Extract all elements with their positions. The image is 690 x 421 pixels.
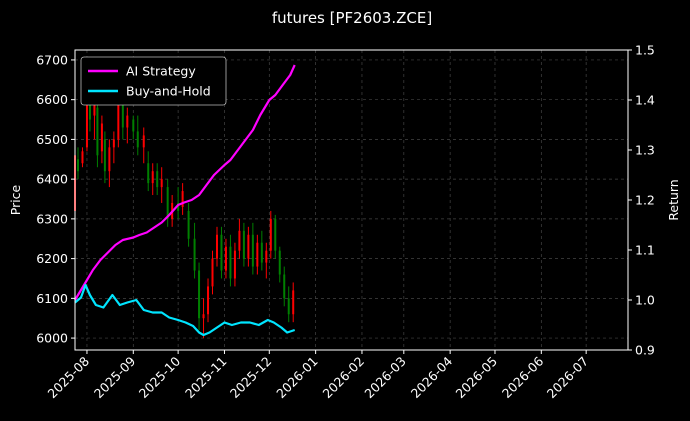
candle-body bbox=[260, 242, 263, 263]
series-line-buy-and-hold bbox=[74, 283, 296, 337]
candle-body bbox=[76, 159, 79, 172]
y-tick-label-right: 0.9 bbox=[635, 343, 655, 358]
chart-title: futures [PF2603.ZCE] bbox=[272, 9, 432, 27]
candle-body bbox=[147, 163, 150, 184]
candle-body bbox=[278, 250, 281, 275]
candle-body bbox=[207, 286, 210, 315]
candle-body bbox=[229, 246, 232, 279]
series-lines bbox=[74, 64, 296, 337]
candle-body bbox=[85, 83, 88, 148]
candle-body bbox=[202, 314, 205, 319]
candle-body bbox=[193, 238, 196, 271]
candle-body bbox=[132, 119, 135, 132]
candle-body bbox=[121, 99, 124, 128]
y-tick-label-left: 6300 bbox=[36, 211, 68, 226]
y-tick-label-left: 6400 bbox=[36, 172, 68, 187]
candle-body bbox=[151, 171, 154, 184]
series-line-ai-strategy bbox=[74, 64, 296, 301]
candle-body bbox=[108, 147, 111, 172]
candle-body bbox=[126, 115, 129, 128]
candle-body bbox=[96, 107, 99, 156]
candle-body bbox=[112, 139, 115, 148]
candle-body bbox=[247, 234, 250, 259]
candle-body bbox=[242, 230, 245, 259]
y-tick-label-right: 1.5 bbox=[635, 43, 655, 58]
candle-body bbox=[136, 131, 139, 148]
y-tick-label-right: 1.4 bbox=[635, 93, 655, 108]
y-tick-label-left: 6000 bbox=[36, 331, 68, 346]
candle-body bbox=[220, 234, 223, 271]
candle-body bbox=[198, 270, 201, 319]
candle-body bbox=[81, 151, 84, 164]
legend-box bbox=[80, 56, 227, 106]
y-axis-title-right: Return bbox=[666, 179, 681, 220]
candle-body bbox=[292, 290, 295, 315]
legend: AI Strategy Buy-and-Hold bbox=[80, 56, 227, 106]
candle-body bbox=[93, 99, 96, 116]
candle-body bbox=[156, 171, 159, 188]
y-axis-right: 0.9 1.0 1.1 1.2 1.3 1.4 1.5 bbox=[628, 43, 655, 358]
candle-body bbox=[283, 274, 286, 299]
candle-body bbox=[103, 139, 106, 172]
candle-body bbox=[211, 258, 214, 287]
candle-body bbox=[215, 234, 218, 259]
candle-body bbox=[100, 123, 103, 152]
y-tick-label-left: 6500 bbox=[36, 132, 68, 147]
y-tick-label-left: 6700 bbox=[36, 52, 68, 67]
candle-body bbox=[142, 135, 145, 148]
candle-body bbox=[251, 234, 254, 267]
y-axis-left: 6000 6100 6200 6300 6400 6500 6600 6700 bbox=[36, 52, 75, 346]
candle-body bbox=[265, 250, 268, 263]
candle-body bbox=[117, 87, 120, 140]
legend-label-ai-strategy: AI Strategy bbox=[126, 64, 196, 79]
y-tick-label-right: 1.3 bbox=[635, 143, 655, 158]
candle-body bbox=[238, 230, 241, 251]
candle-body bbox=[187, 210, 190, 239]
candle-body bbox=[177, 202, 180, 211]
y-tick-label-left: 6200 bbox=[36, 251, 68, 266]
candle-body bbox=[88, 91, 91, 120]
candle-body bbox=[287, 298, 290, 315]
candle-body bbox=[269, 218, 272, 251]
y-tick-label-right: 1.2 bbox=[635, 193, 655, 208]
y-tick-label-right: 1.0 bbox=[635, 293, 655, 308]
y-tick-label-left: 6100 bbox=[36, 291, 68, 306]
y-tick-label-right: 1.1 bbox=[635, 243, 655, 258]
y-axis-title-left: Price bbox=[8, 184, 23, 215]
candle-body bbox=[274, 218, 277, 251]
candle-body bbox=[181, 191, 184, 207]
candle-body bbox=[166, 187, 169, 219]
y-tick-label-left: 6600 bbox=[36, 92, 68, 107]
candle-body bbox=[160, 179, 163, 188]
legend-label-buy-and-hold: Buy-and-Hold bbox=[126, 84, 211, 99]
candle-body bbox=[233, 250, 236, 279]
candle-body bbox=[256, 242, 259, 267]
candle-body bbox=[224, 246, 227, 271]
